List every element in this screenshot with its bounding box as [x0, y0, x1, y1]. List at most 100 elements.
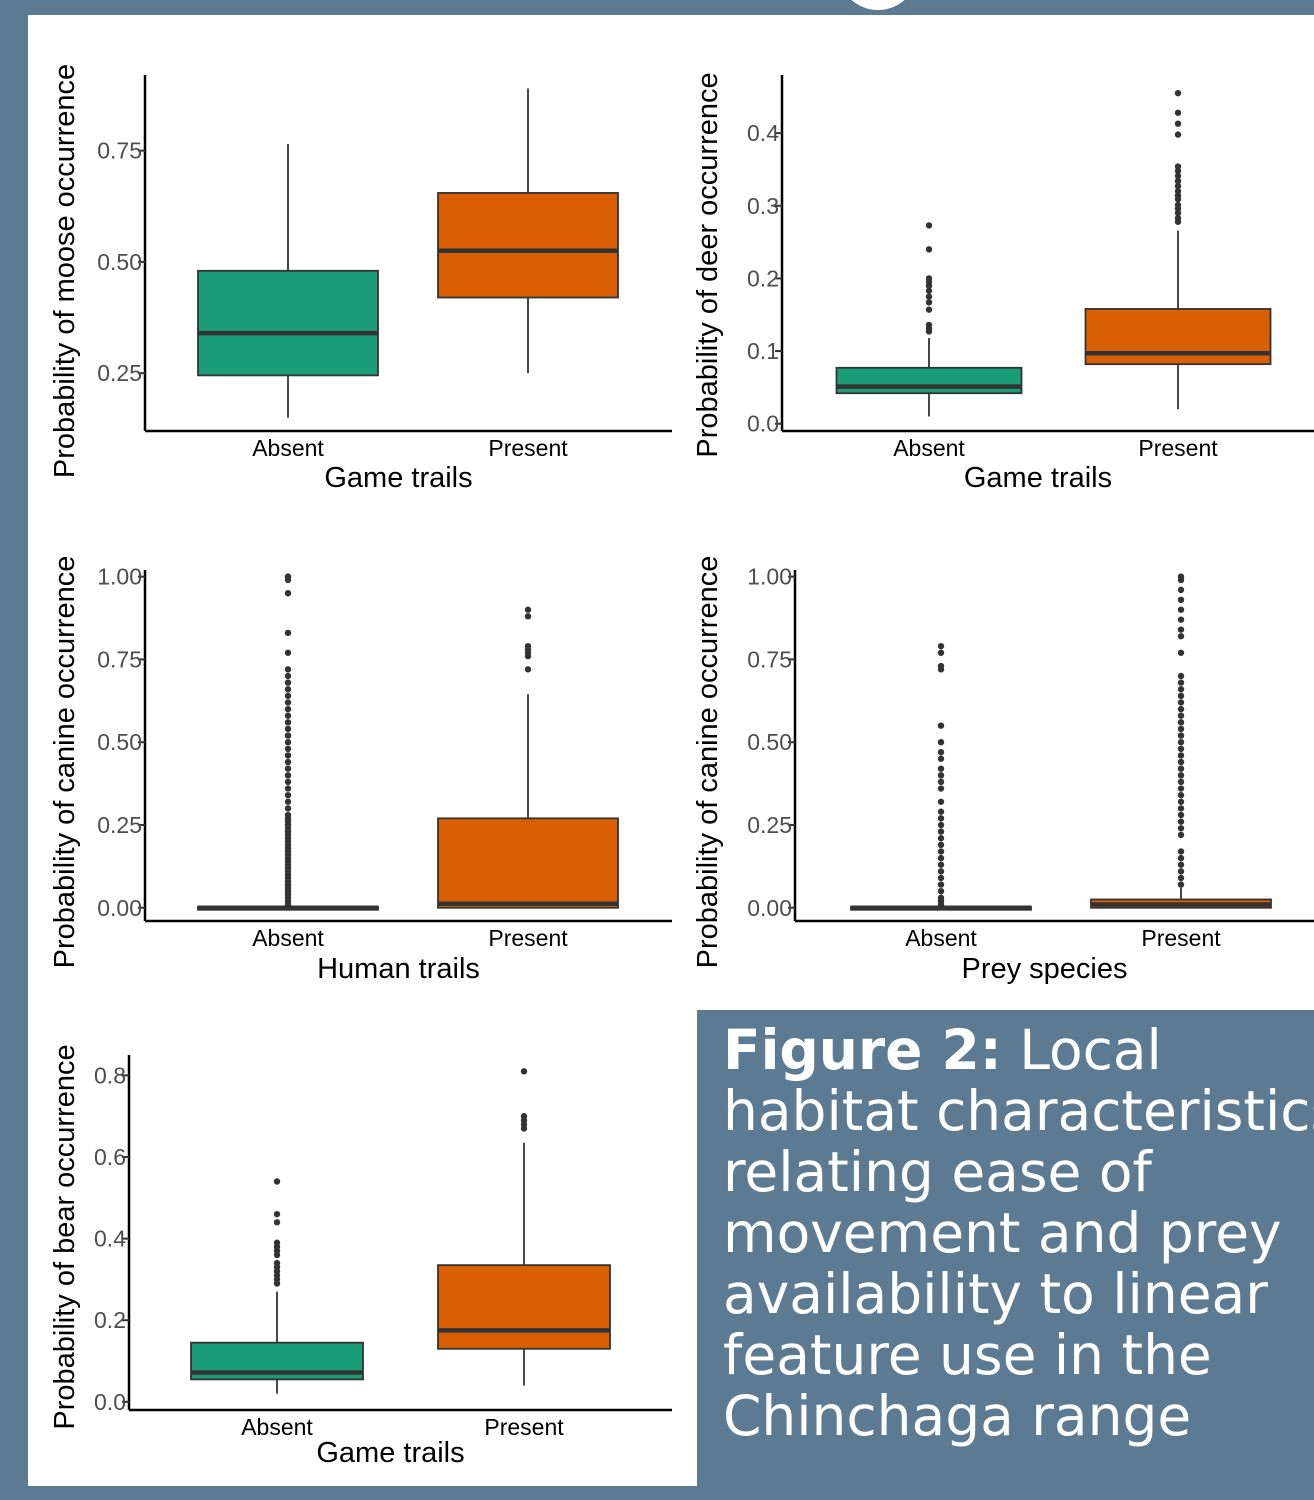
- outlier-point: [284, 649, 292, 656]
- outlier-point: [937, 881, 945, 888]
- y-tick-label: 0.50: [97, 729, 142, 755]
- outlier-point: [937, 815, 945, 822]
- outlier-point: [937, 874, 945, 882]
- x-tick-label: Present: [1141, 925, 1221, 951]
- title-glyph-fragment: [838, 0, 918, 10]
- outlier-point: [1177, 745, 1185, 753]
- outlier-point: [925, 299, 933, 306]
- outlier-point: [284, 672, 292, 680]
- outlier-point: [1177, 732, 1185, 739]
- outlier-point: [284, 732, 292, 739]
- outlier-point: [284, 679, 292, 686]
- outlier-point: [937, 854, 945, 862]
- outlier-point: [1177, 778, 1185, 786]
- outlier-point: [937, 649, 945, 656]
- outlier-point: [1177, 586, 1185, 594]
- outlier-point: [1177, 861, 1185, 868]
- outlier-point: [937, 841, 945, 849]
- outlier-point: [937, 785, 945, 792]
- outlier-point: [1177, 785, 1185, 792]
- outlier-point: [937, 662, 945, 670]
- outlier-point: [937, 848, 945, 855]
- outlier-point: [1177, 712, 1185, 719]
- outlier-point: [1174, 188, 1182, 195]
- outlier-point: [284, 712, 292, 719]
- outlier-point: [937, 765, 945, 772]
- outlier-point: [284, 778, 292, 786]
- outlier-point: [1177, 606, 1185, 613]
- outlier-point: [925, 306, 933, 313]
- x-tick-label: Absent: [241, 1414, 313, 1440]
- caption-label: Figure 2:: [723, 1018, 1002, 1082]
- outlier-point: [1177, 686, 1185, 693]
- y-tick-label: 0.00: [97, 895, 142, 921]
- outlier-point: [273, 1239, 281, 1246]
- boxplot-panel-3: 0.00 0.25 0.50 0.75 1.00 Absent Present Human t…: [49, 556, 672, 985]
- outlier-point: [1177, 848, 1185, 855]
- outlier-point: [1177, 719, 1185, 726]
- x-axis-title: Game trails: [316, 1437, 464, 1469]
- outlier-point: [284, 666, 292, 673]
- y-tick-label: 0.25: [747, 812, 792, 838]
- outlier-point: [1174, 89, 1182, 97]
- outlier-point: [1177, 633, 1185, 640]
- outlier-point: [1177, 752, 1185, 759]
- y-tick-label: 1.00: [747, 564, 792, 590]
- outlier-point: [937, 642, 945, 650]
- x-tick-label: Present: [488, 435, 568, 461]
- outlier-point: [284, 573, 292, 580]
- outlier-point: [524, 642, 532, 650]
- outlier-point: [1174, 163, 1182, 170]
- outlier-point: [937, 887, 945, 895]
- y-tick-label: 0.75: [747, 646, 792, 672]
- outlier-point: [937, 722, 945, 729]
- outlier-point: [1177, 868, 1185, 875]
- x-axis-title: Prey species: [961, 953, 1127, 985]
- box-present: [1084, 308, 1272, 366]
- outlier-point: [284, 765, 292, 772]
- x-tick-label: Present: [484, 1414, 564, 1440]
- outlier-point: [1177, 825, 1185, 832]
- y-tick-label: 0.25: [97, 360, 142, 386]
- outlier-point: [937, 861, 945, 868]
- outlier-point: [1177, 805, 1185, 812]
- boxplot-panel-1: 0.25 0.50 0.75 Absent Present Game trails Prob…: [49, 64, 672, 494]
- y-axis-title: Probability of canine occurrence: [49, 556, 81, 969]
- outlier-point: [1174, 177, 1182, 185]
- outlier-point: [1177, 573, 1185, 580]
- outlier-point: [273, 1178, 281, 1185]
- outlier-point: [284, 589, 292, 597]
- outlier-point: [1174, 172, 1182, 180]
- outlier-point: [1177, 596, 1185, 604]
- outlier-point: [284, 752, 292, 759]
- outlier-point: [937, 772, 945, 779]
- y-tick-label: 1.00: [97, 564, 142, 590]
- y-tick-label: 0.75: [97, 138, 142, 164]
- outlier-point: [284, 738, 292, 746]
- outlier-point: [284, 798, 292, 805]
- outlier-point: [284, 686, 292, 693]
- outlier-point: [1174, 201, 1182, 209]
- outlier-point: [1177, 692, 1185, 700]
- outlier-point: [1177, 874, 1185, 882]
- outlier-point: [937, 778, 945, 786]
- outlier-point: [1174, 214, 1182, 222]
- y-axis-title: Probability of canine occurrence: [692, 556, 724, 969]
- outlier-point: [273, 1259, 281, 1267]
- x-axis-title: Game trails: [324, 462, 472, 494]
- outlier-point: [937, 828, 945, 835]
- outlier-point: [1177, 765, 1185, 772]
- outlier-point: [937, 748, 945, 756]
- outlier-point: [937, 798, 945, 805]
- outlier-point: [284, 772, 292, 779]
- box-present: [437, 1264, 611, 1350]
- outlier-point: [284, 699, 292, 706]
- outlier-point: [925, 275, 933, 282]
- x-tick-label: Present: [1138, 435, 1218, 461]
- outlier-point: [1177, 738, 1185, 746]
- outlier-point: [1177, 705, 1185, 713]
- box-present: [437, 192, 619, 299]
- outlier-point: [1177, 699, 1185, 706]
- y-tick-label: 0.4: [94, 1226, 126, 1252]
- figure-panels: 0.25 0.50 0.75 Absent Present Game trails Prob…: [28, 15, 1314, 1486]
